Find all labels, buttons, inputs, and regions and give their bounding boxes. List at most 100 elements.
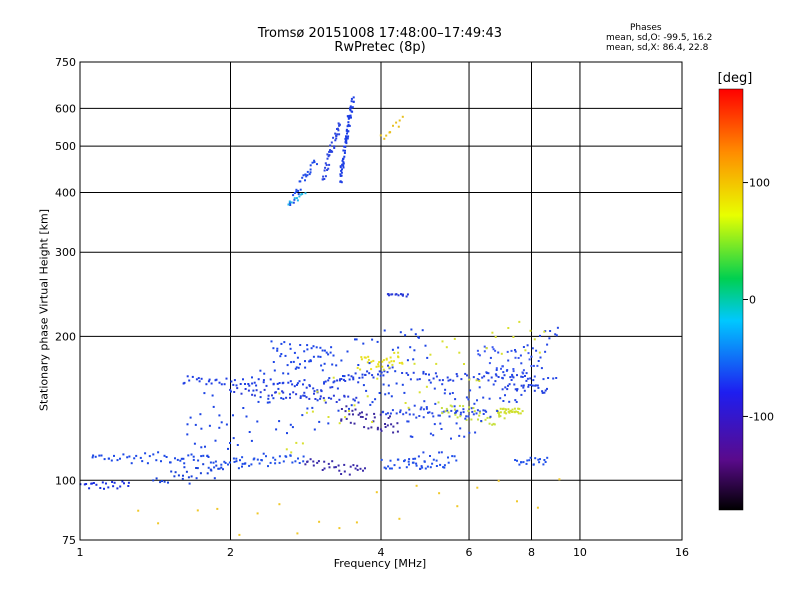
data-point: [302, 460, 305, 463]
data-point: [494, 349, 497, 352]
data-point: [163, 480, 166, 483]
data-point: [343, 395, 346, 398]
data-point: [483, 375, 486, 378]
data-point: [520, 375, 523, 378]
data-point: [448, 415, 451, 418]
data-point: [282, 460, 285, 463]
data-point: [252, 389, 255, 392]
data-point: [378, 361, 381, 364]
data-point: [338, 469, 341, 472]
data-point: [94, 455, 97, 458]
data-point: [235, 457, 238, 460]
data-point: [327, 416, 330, 418]
data-point: [514, 388, 517, 391]
data-point: [340, 171, 343, 174]
y-tick-label: 300: [55, 246, 76, 259]
data-point: [429, 381, 432, 384]
data-point: [488, 362, 491, 365]
data-point: [111, 481, 114, 483]
data-point: [197, 377, 200, 380]
data-point: [531, 347, 534, 350]
data-point: [376, 426, 379, 429]
data-point: [398, 517, 401, 520]
data-point: [522, 461, 525, 464]
data-point: [251, 382, 254, 385]
data-point: [466, 374, 468, 377]
data-point: [486, 416, 489, 419]
data-point: [101, 481, 104, 484]
data-point: [262, 379, 265, 382]
data-point: [137, 509, 140, 512]
data-point: [316, 461, 319, 464]
data-point: [537, 360, 540, 362]
data-point: [516, 389, 518, 392]
data-point: [356, 468, 359, 471]
data-point: [420, 465, 423, 468]
data-point: [418, 391, 421, 394]
data-point: [347, 121, 350, 124]
data-point: [302, 394, 305, 397]
data-point: [250, 463, 253, 466]
data-point: [534, 384, 537, 387]
data-point: [337, 464, 340, 467]
data-point: [180, 457, 183, 460]
data-point: [332, 136, 335, 139]
data-point: [306, 344, 309, 347]
data-point: [186, 433, 189, 436]
data-point: [309, 164, 312, 167]
data-point: [173, 475, 176, 478]
data-point: [340, 181, 343, 184]
data-point: [202, 463, 205, 466]
data-point: [285, 455, 288, 458]
data-point: [241, 462, 244, 465]
data-point: [470, 418, 473, 421]
data-point: [525, 462, 528, 465]
data-point: [394, 370, 397, 373]
data-point: [538, 461, 541, 464]
data-point: [494, 380, 497, 383]
data-point: [284, 354, 287, 357]
data-point: [364, 417, 367, 420]
data-point: [345, 129, 348, 132]
data-point: [317, 355, 320, 358]
data-point: [325, 351, 328, 354]
data-point: [321, 349, 324, 352]
data-point: [309, 171, 312, 174]
data-point: [343, 155, 346, 158]
data-point: [499, 397, 502, 400]
data-point: [267, 397, 270, 400]
data-point: [197, 459, 200, 462]
data-point: [408, 463, 410, 466]
data-point: [269, 378, 272, 381]
data-point: [306, 407, 309, 410]
data-point: [290, 201, 293, 204]
data-point: [344, 139, 347, 142]
data-point: [350, 100, 353, 103]
data-point: [511, 375, 514, 378]
data-point: [503, 417, 506, 420]
data-point: [516, 388, 519, 391]
data-point: [446, 409, 449, 412]
data-point: [497, 376, 500, 378]
data-point: [223, 460, 226, 463]
data-point: [351, 106, 354, 109]
data-point: [348, 473, 351, 476]
data-point: [353, 422, 356, 425]
data-point: [543, 330, 546, 333]
data-point: [210, 469, 213, 472]
data-point: [381, 365, 384, 368]
data-point: [247, 389, 250, 392]
data-point: [179, 459, 182, 462]
data-point: [386, 371, 389, 374]
data-point: [554, 333, 557, 336]
data-point: [459, 427, 462, 430]
data-point: [538, 351, 541, 354]
data-point: [555, 334, 558, 337]
data-point: [482, 396, 485, 399]
data-point: [364, 373, 367, 376]
data-point: [477, 353, 480, 356]
data-point: [384, 423, 386, 425]
data-point: [372, 376, 375, 379]
grid-lines: [80, 62, 682, 540]
data-point: [492, 383, 495, 386]
